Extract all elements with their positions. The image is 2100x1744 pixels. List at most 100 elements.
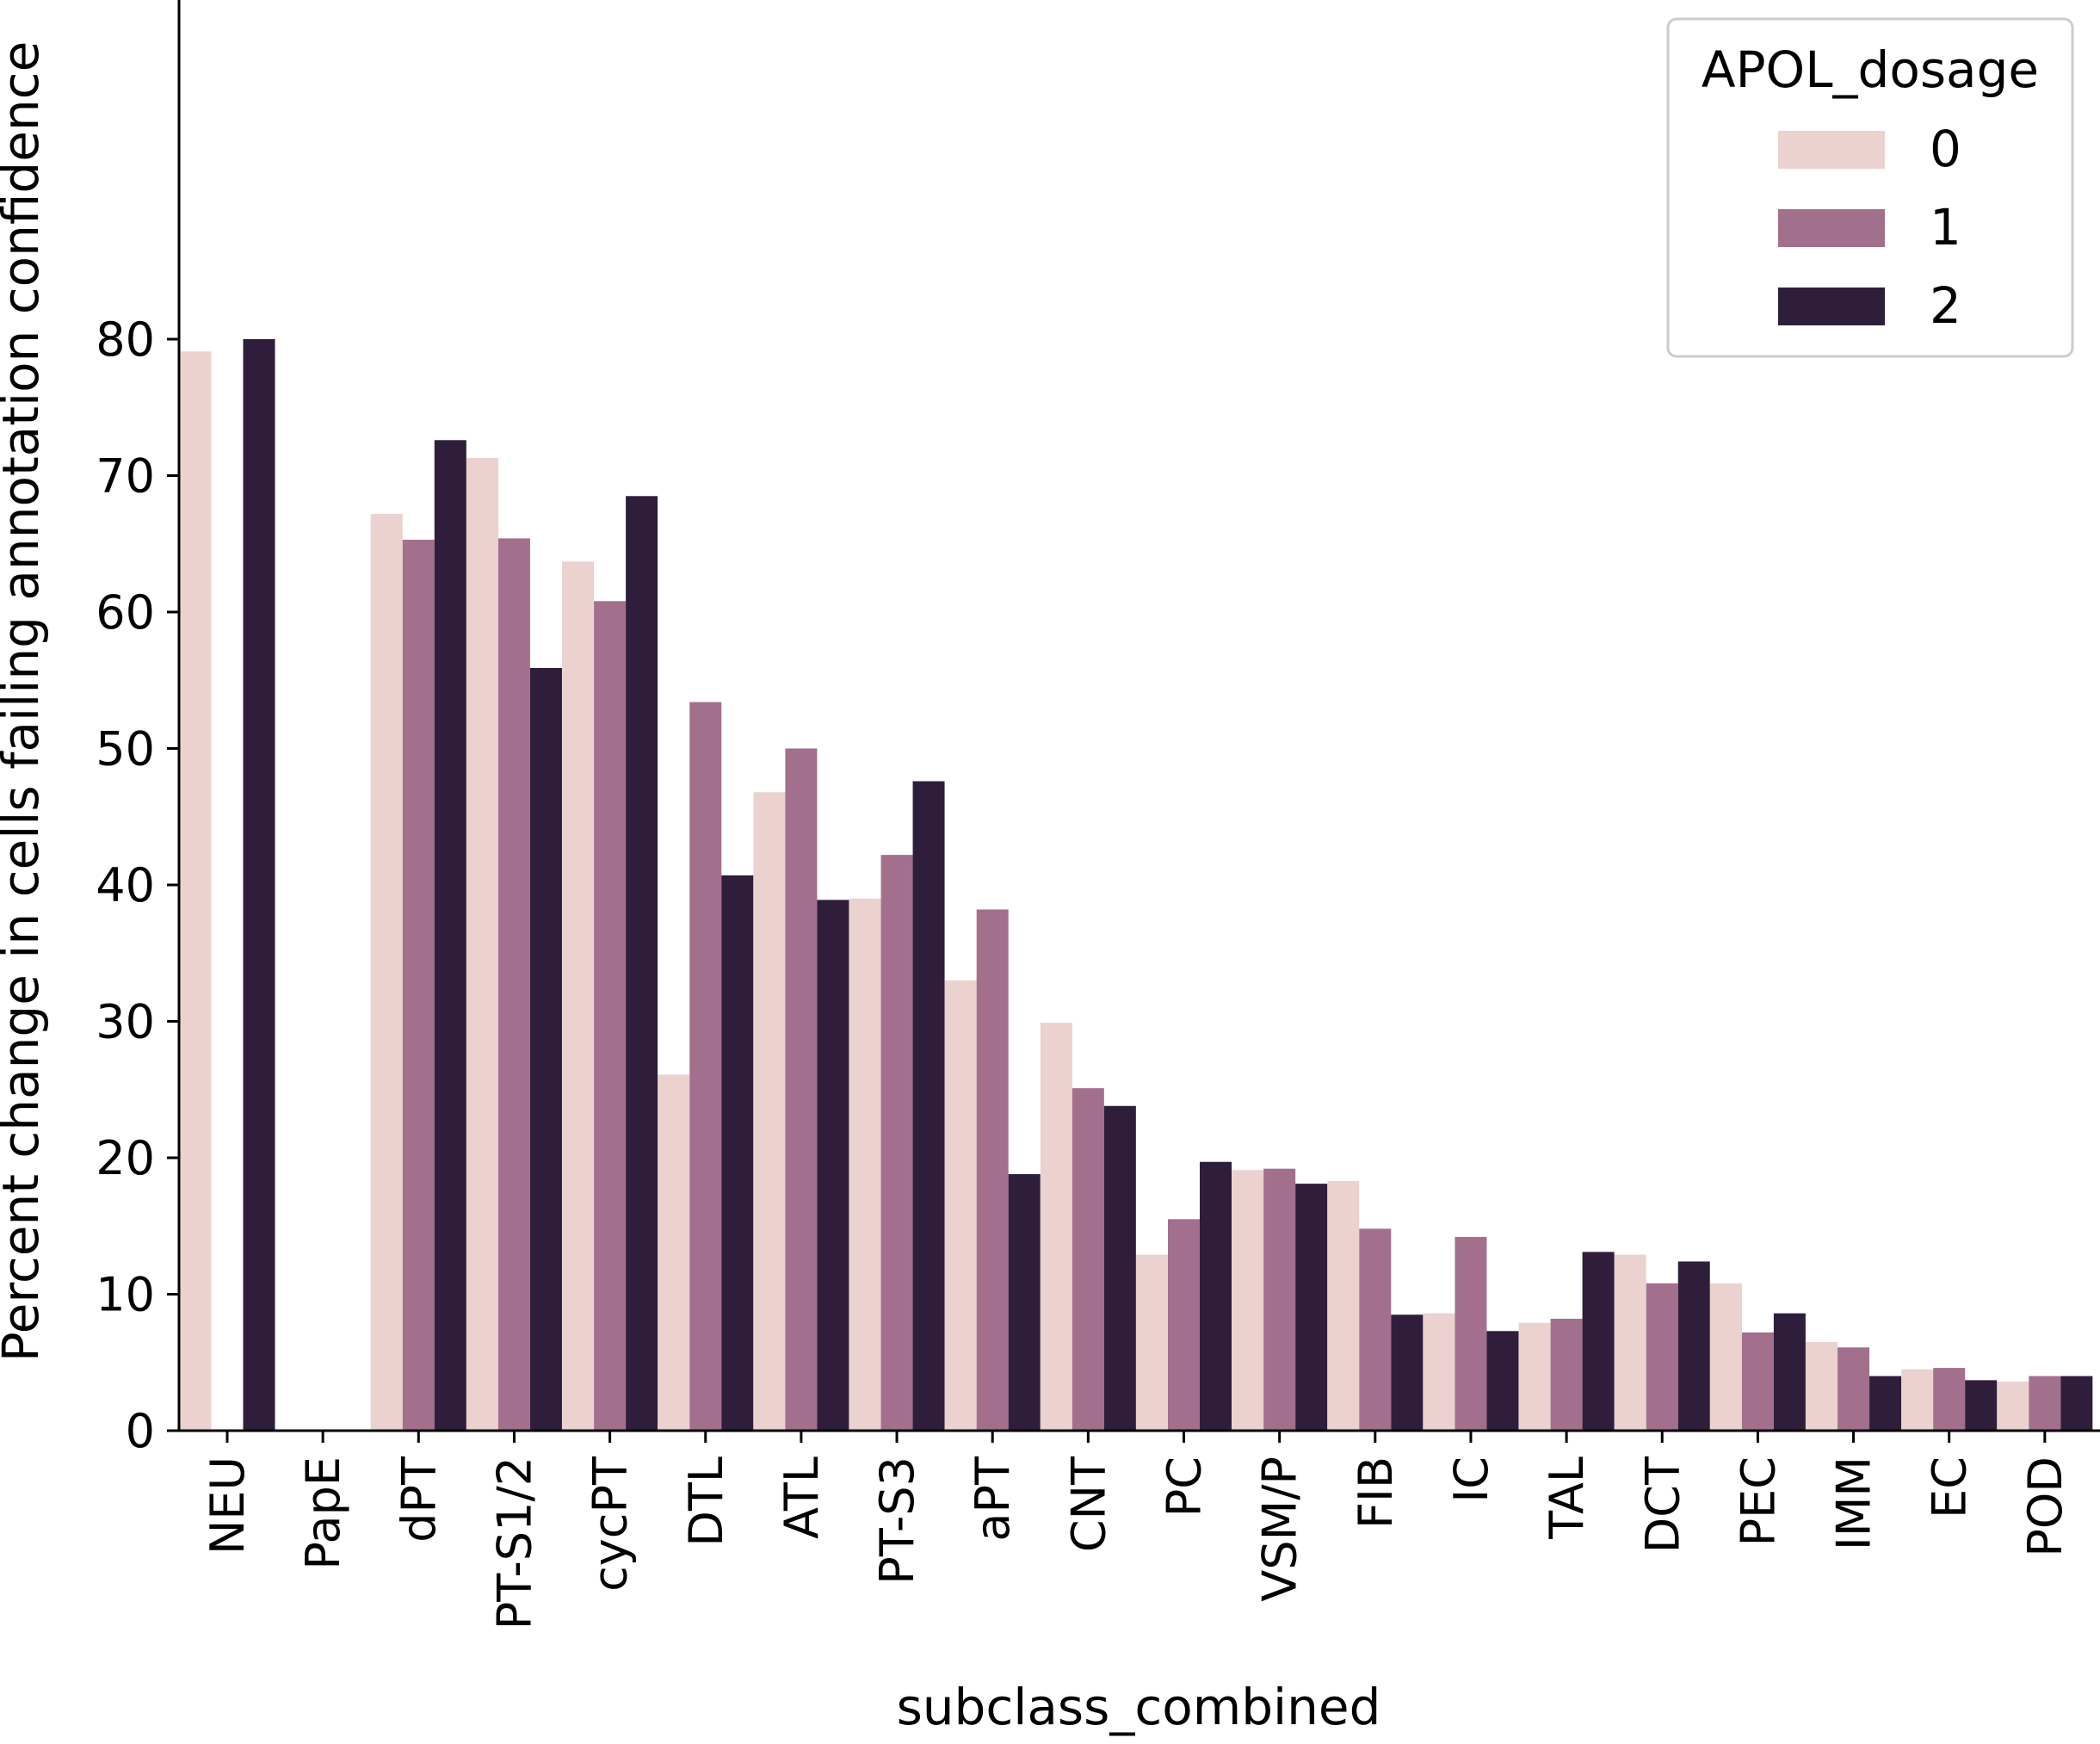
bar-vsm-p-dosage-1 xyxy=(1263,1168,1296,1431)
y-ticks: 0 10 20 30 40 50 60 70 80 xyxy=(96,312,179,1458)
x-tick-label: NEU xyxy=(201,1456,255,1555)
bar-cnt-dosage-2 xyxy=(1103,1105,1136,1431)
bar-pt-s1-2-dosage-1 xyxy=(497,538,530,1432)
bar-cnt-dosage-0 xyxy=(1040,1023,1072,1431)
bar-dct-dosage-1 xyxy=(1646,1283,1678,1431)
bar-cycpt-dosage-0 xyxy=(562,561,595,1431)
bar-imm-dosage-0 xyxy=(1806,1341,1838,1431)
x-tick-label: ATL xyxy=(775,1456,829,1539)
x-ticks: NEU PapE dPT PT-S1/2 cycPT DTL ATL PT-S3 aPT CNT P… xyxy=(201,1431,2072,1630)
legend: APOL_dosage 0 1 2 xyxy=(1666,17,2074,358)
bar-tal-dosage-1 xyxy=(1550,1319,1583,1431)
legend-label-0: 0 xyxy=(1930,120,1961,178)
x-tick-label: DTL xyxy=(679,1456,733,1547)
bar-ec-dosage-0 xyxy=(1901,1369,1934,1431)
bar-pec-dosage-1 xyxy=(1741,1332,1774,1431)
y-tick-label: 10 xyxy=(96,1268,155,1322)
x-tick-label: PC xyxy=(1158,1456,1212,1517)
legend-label-1: 1 xyxy=(1930,198,1961,257)
bar-ic-dosage-1 xyxy=(1455,1236,1487,1431)
bar-pod-dosage-1 xyxy=(2029,1376,2061,1431)
x-tick-label: PT-S1/2 xyxy=(487,1456,541,1630)
y-axis-title: Percent change in cells failing annotati… xyxy=(0,41,50,1363)
bar-ec-dosage-1 xyxy=(1933,1368,1966,1431)
x-tick-label: PEC xyxy=(1731,1456,1785,1546)
bar-cnt-dosage-1 xyxy=(1072,1088,1104,1431)
legend-items: 0 1 2 xyxy=(1778,120,1961,335)
x-tick-label: POD xyxy=(2018,1456,2072,1557)
x-tick-label: PapE xyxy=(296,1456,350,1570)
bar-fib-dosage-2 xyxy=(1391,1314,1424,1431)
bar-dpt-dosage-0 xyxy=(370,513,403,1431)
x-tick-label: IC xyxy=(1444,1456,1498,1503)
x-tick-label: EC xyxy=(1923,1456,1977,1518)
bar-fib-dosage-1 xyxy=(1359,1228,1392,1431)
bar-dct-dosage-2 xyxy=(1677,1261,1710,1431)
x-axis-title: subclass_combined xyxy=(897,1678,1381,1736)
bar-cycpt-dosage-2 xyxy=(626,496,658,1431)
bar-dct-dosage-0 xyxy=(1614,1254,1646,1431)
bar-pc-dosage-0 xyxy=(1136,1254,1168,1431)
y-tick-label: 20 xyxy=(96,1131,155,1185)
axes-layer xyxy=(177,0,2100,1432)
legend-swatch-0 xyxy=(1778,131,1885,169)
bar-apt-dosage-0 xyxy=(944,980,977,1431)
bar-neu-dosage-0 xyxy=(179,351,212,1431)
bar-dtl-dosage-0 xyxy=(658,1074,690,1431)
x-tick-label: aPT xyxy=(966,1456,1020,1542)
x-tick-label: TAL xyxy=(1540,1456,1594,1540)
bar-cycpt-dosage-1 xyxy=(594,601,627,1431)
x-tick-label: VSM/P xyxy=(1253,1456,1307,1602)
bar-dtl-dosage-2 xyxy=(721,875,754,1431)
bar-pod-dosage-0 xyxy=(1997,1381,2029,1431)
bar-ic-dosage-0 xyxy=(1423,1313,1455,1431)
legend-swatch-1 xyxy=(1778,209,1885,247)
bar-vsm-p-dosage-0 xyxy=(1232,1170,1264,1431)
y-tick-label: 30 xyxy=(96,995,155,1049)
bar-apt-dosage-1 xyxy=(976,909,1009,1431)
bar-apt-dosage-2 xyxy=(1008,1174,1041,1431)
bar-pod-dosage-2 xyxy=(2060,1376,2093,1431)
x-tick-label: CNT xyxy=(1061,1456,1115,1552)
x-tick-label: cycPT xyxy=(584,1456,638,1592)
bar-neu-dosage-2 xyxy=(243,339,275,1431)
bar-pt-s3-dosage-2 xyxy=(912,781,945,1431)
legend-frame xyxy=(1666,17,2074,358)
bar-atl-dosage-2 xyxy=(817,900,849,1431)
bar-atl-dosage-0 xyxy=(753,792,786,1431)
legend-label-2: 2 xyxy=(1930,276,1961,335)
y-tick-label: 50 xyxy=(96,722,155,776)
bar-pc-dosage-2 xyxy=(1200,1161,1232,1431)
x-tick-label: PT-S3 xyxy=(870,1456,924,1585)
bar-imm-dosage-1 xyxy=(1838,1347,1870,1431)
bar-dpt-dosage-1 xyxy=(402,540,435,1431)
bar-ic-dosage-2 xyxy=(1486,1331,1519,1431)
y-tick-label: 60 xyxy=(96,585,155,640)
bar-vsm-p-dosage-2 xyxy=(1295,1184,1328,1431)
bar-imm-dosage-2 xyxy=(1869,1376,1902,1431)
bar-ec-dosage-2 xyxy=(1965,1380,1998,1431)
bar-pec-dosage-0 xyxy=(1709,1283,1742,1431)
x-tick-label: DCT xyxy=(1635,1456,1689,1553)
x-tick-label: IMM xyxy=(1827,1456,1881,1550)
y-tick-label: 80 xyxy=(96,312,155,367)
legend-title: APOL_dosage xyxy=(1702,40,2039,99)
bar-tal-dosage-0 xyxy=(1518,1322,1551,1431)
bar-atl-dosage-1 xyxy=(785,748,818,1431)
bar-pc-dosage-1 xyxy=(1168,1219,1200,1431)
y-tick-label: 40 xyxy=(96,858,155,912)
x-tick-label: dPT xyxy=(392,1456,446,1543)
legend-swatch-2 xyxy=(1778,288,1885,325)
bar-pec-dosage-2 xyxy=(1773,1313,1806,1431)
bar-dpt-dosage-2 xyxy=(434,440,466,1431)
bar-pt-s1-2-dosage-0 xyxy=(466,457,498,1431)
y-tick-label: 70 xyxy=(96,449,155,504)
bar-pt-s3-dosage-0 xyxy=(849,898,881,1431)
x-tick-label: FIB xyxy=(1349,1456,1403,1529)
bars-layer xyxy=(179,339,2093,1432)
y-tick-label: 0 xyxy=(126,1404,155,1458)
bar-tal-dosage-2 xyxy=(1582,1252,1615,1431)
bar-dtl-dosage-1 xyxy=(689,702,722,1431)
bar-pt-s3-dosage-1 xyxy=(880,855,913,1431)
